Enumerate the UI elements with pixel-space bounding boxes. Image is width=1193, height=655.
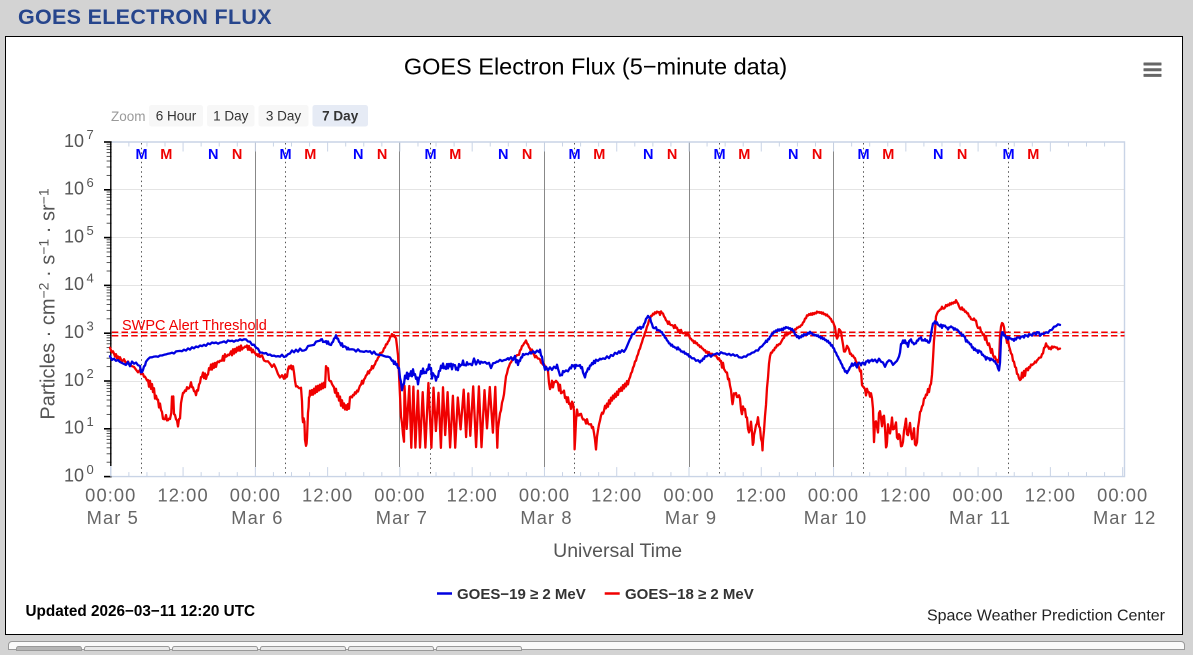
svg-text:N: N — [232, 147, 242, 163]
svg-text:Updated 2026−03−11 12:20 UTC: Updated 2026−03−11 12:20 UTC — [26, 603, 256, 620]
svg-text:00:00: 00:00 — [663, 485, 714, 506]
svg-text:Mar 10: Mar 10 — [804, 507, 868, 528]
svg-text:00:00: 00:00 — [230, 485, 281, 506]
svg-text:Space Weather Prediction Cente: Space Weather Prediction Center — [927, 608, 1166, 625]
svg-text:10: 10 — [64, 465, 84, 485]
svg-text:M: M — [135, 147, 147, 163]
svg-text:N: N — [957, 147, 967, 163]
svg-text:00:00: 00:00 — [808, 485, 859, 506]
svg-text:3 Day: 3 Day — [266, 109, 302, 124]
svg-text:Universal Time: Universal Time — [553, 540, 682, 562]
svg-text:M: M — [424, 147, 436, 163]
svg-text:6: 6 — [87, 175, 94, 190]
svg-text:GOES−18 ≥ 2 MeV: GOES−18 ≥ 2 MeV — [625, 586, 754, 603]
svg-text:1: 1 — [87, 414, 94, 429]
svg-text:1 Day: 1 Day — [213, 109, 249, 124]
svg-text:GOES−19 ≥ 2 MeV: GOES−19 ≥ 2 MeV — [457, 586, 586, 603]
svg-text:N: N — [498, 147, 508, 163]
svg-text:M: M — [1002, 147, 1014, 163]
svg-text:3: 3 — [87, 318, 94, 333]
svg-text:12:00: 12:00 — [157, 485, 208, 506]
svg-text:10: 10 — [64, 274, 84, 294]
svg-text:4: 4 — [87, 271, 94, 286]
svg-text:M: M — [857, 147, 869, 163]
svg-text:N: N — [208, 147, 218, 163]
svg-text:10: 10 — [64, 418, 84, 438]
svg-text:Mar 7: Mar 7 — [376, 507, 428, 528]
svg-text:6 Hour: 6 Hour — [156, 109, 197, 124]
svg-text:0: 0 — [87, 462, 94, 477]
svg-text:10: 10 — [64, 226, 84, 246]
svg-text:M: M — [160, 147, 172, 163]
svg-text:M: M — [279, 147, 291, 163]
svg-text:10: 10 — [64, 179, 84, 199]
svg-text:12:00: 12:00 — [736, 485, 787, 506]
svg-text:Mar 11: Mar 11 — [949, 507, 1011, 528]
svg-text:M: M — [882, 147, 894, 163]
svg-text:N: N — [933, 147, 943, 163]
svg-text:M: M — [449, 147, 461, 163]
svg-text:12:00: 12:00 — [1025, 485, 1076, 506]
svg-text:Particles · cm−2 · s−1 · sr−1: Particles · cm−2 · s−1 · sr−1 — [36, 188, 60, 419]
svg-text:12:00: 12:00 — [880, 485, 931, 506]
svg-text:Zoom: Zoom — [111, 109, 146, 124]
svg-text:N: N — [522, 147, 532, 163]
svg-text:M: M — [1027, 147, 1039, 163]
svg-text:N: N — [353, 147, 363, 163]
svg-text:Mar 12: Mar 12 — [1093, 507, 1157, 528]
svg-text:M: M — [568, 147, 580, 163]
svg-text:GOES Electron Flux (5−minute d: GOES Electron Flux (5−minute data) — [404, 54, 787, 80]
svg-text:N: N — [788, 147, 798, 163]
svg-text:12:00: 12:00 — [302, 485, 353, 506]
svg-text:00:00: 00:00 — [952, 485, 1003, 506]
svg-text:00:00: 00:00 — [85, 485, 136, 506]
svg-text:00:00: 00:00 — [1097, 485, 1148, 506]
svg-text:7 Day: 7 Day — [322, 109, 359, 124]
svg-text:N: N — [643, 147, 653, 163]
svg-text:10: 10 — [64, 370, 84, 390]
svg-text:M: M — [304, 147, 316, 163]
svg-text:Mar 6: Mar 6 — [231, 507, 283, 528]
svg-text:M: M — [738, 147, 750, 163]
svg-text:10: 10 — [64, 322, 84, 342]
svg-text:00:00: 00:00 — [519, 485, 570, 506]
svg-text:00:00: 00:00 — [374, 485, 425, 506]
svg-text:N: N — [667, 147, 677, 163]
svg-text:7: 7 — [87, 127, 94, 142]
svg-text:Mar 5: Mar 5 — [87, 507, 139, 528]
svg-text:12:00: 12:00 — [591, 485, 642, 506]
svg-text:N: N — [377, 147, 387, 163]
svg-text:2: 2 — [87, 366, 94, 381]
svg-text:M: M — [593, 147, 605, 163]
svg-text:5: 5 — [87, 223, 94, 238]
svg-text:M: M — [713, 147, 725, 163]
svg-text:Mar 8: Mar 8 — [520, 507, 572, 528]
svg-text:12:00: 12:00 — [447, 485, 498, 506]
svg-text:N: N — [812, 147, 822, 163]
svg-text:10: 10 — [64, 131, 84, 151]
svg-text:Mar 9: Mar 9 — [665, 507, 717, 528]
svg-text:SWPC Alert Threshold: SWPC Alert Threshold — [122, 318, 267, 334]
